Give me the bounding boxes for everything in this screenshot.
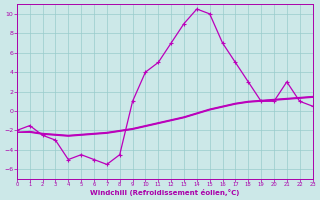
X-axis label: Windchill (Refroidissement éolien,°C): Windchill (Refroidissement éolien,°C) <box>90 189 239 196</box>
